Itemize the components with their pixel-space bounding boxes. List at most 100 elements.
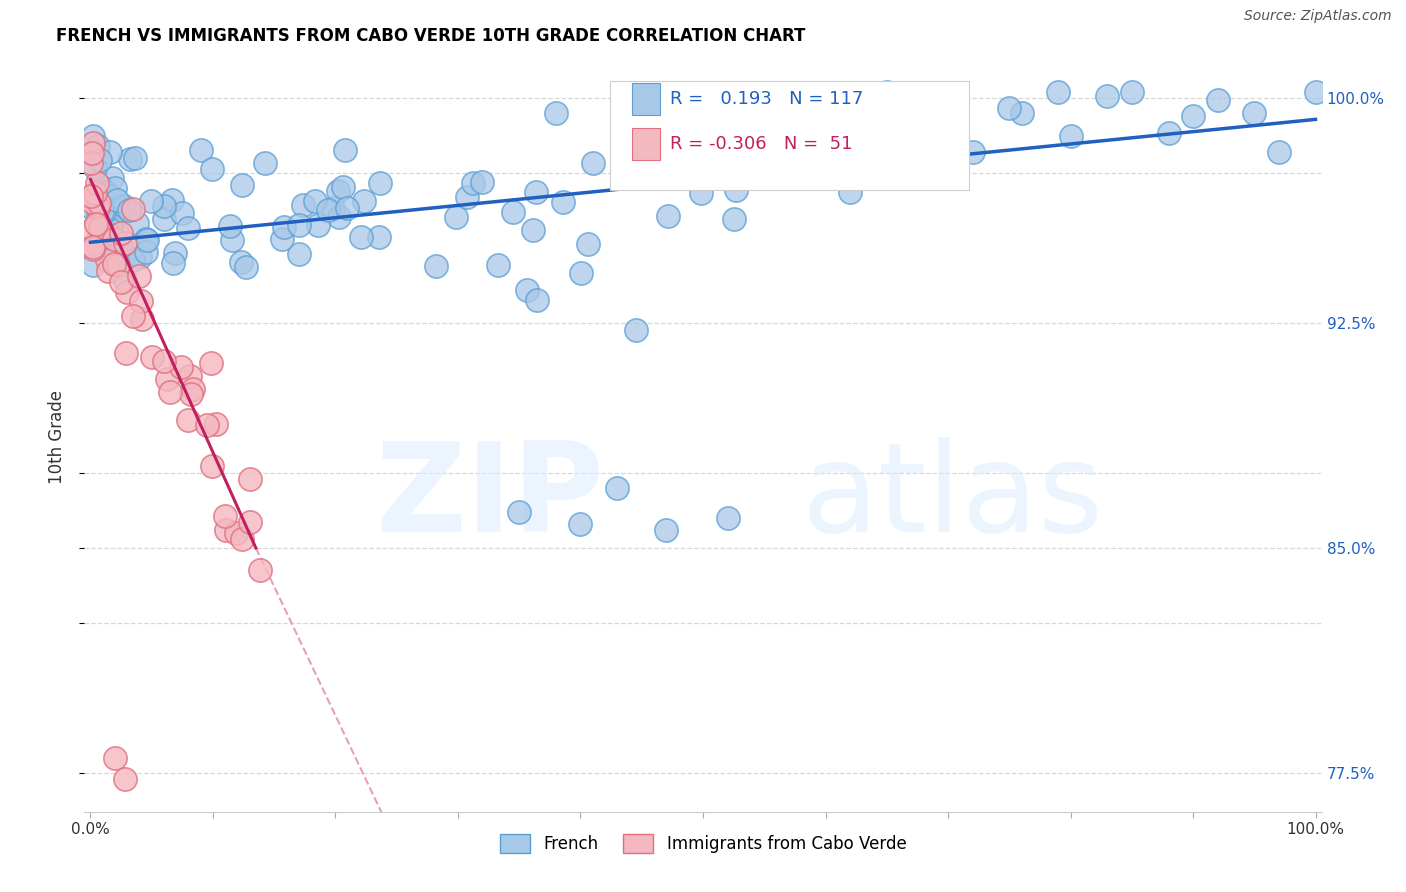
Point [231,532,253,546]
Point [576,237,599,252]
Point [96,252,118,267]
Point [183,383,205,397]
Point [87,239,110,253]
Point [368,230,391,244]
Point [273,219,295,234]
Point [141,350,163,364]
Point [101,171,124,186]
Point [89,179,111,194]
Point [86,208,108,222]
Point [118,203,141,218]
Point [350,230,373,244]
Text: R =   0.193   N = 117: R = 0.193 N = 117 [669,90,863,108]
Point [86,177,108,191]
Point [179,368,201,383]
FancyBboxPatch shape [633,84,659,115]
Point [82,128,104,143]
Point [114,247,136,261]
Point [89,220,111,235]
Point [912,120,935,135]
Point [1268,145,1291,159]
Point [471,175,494,189]
Text: atlas: atlas [801,436,1104,558]
Point [93,205,115,219]
Point [1157,127,1180,141]
Point [82,188,104,202]
Point [190,144,212,158]
Point [97,232,120,246]
Point [122,253,145,268]
Point [129,294,152,309]
Point [82,258,104,272]
Point [332,180,354,194]
Point [461,176,484,190]
Point [231,255,253,269]
Point [100,223,122,237]
Point [235,260,257,275]
Point [353,194,375,208]
Point [80,188,103,202]
Point [304,194,326,208]
Point [225,526,247,541]
Point [582,156,605,170]
Point [114,236,136,251]
Point [287,219,309,233]
Text: R = -0.306   N =  51: R = -0.306 N = 51 [669,135,852,153]
Point [90,188,112,202]
Point [84,217,107,231]
Point [112,199,135,213]
Point [80,195,103,210]
Point [444,210,467,224]
Point [724,183,747,197]
Point [136,233,159,247]
Point [83,161,105,175]
Point [103,257,125,271]
Point [502,204,524,219]
Point [172,205,194,219]
Point [98,227,121,242]
Point [524,185,547,199]
Point [308,218,330,232]
Point [114,772,136,786]
Point [205,417,228,431]
Point [201,162,224,177]
Point [170,359,193,374]
Point [84,186,107,200]
Point [368,176,391,190]
Point [162,256,184,270]
Point [97,189,120,203]
Point [516,283,538,297]
Point [328,184,350,198]
Point [153,354,176,368]
Point [101,207,124,221]
Point [1047,86,1070,100]
Point [107,258,129,272]
Point [114,273,136,287]
Point [606,481,628,495]
Point [522,223,544,237]
Text: Source: ZipAtlas.com: Source: ZipAtlas.com [1244,9,1392,23]
Point [87,201,110,215]
Point [218,219,240,233]
Point [998,101,1021,115]
Point [1206,93,1229,107]
Point [82,136,104,151]
Point [657,209,679,223]
Text: FRENCH VS IMMIGRANTS FROM CABO VERDE 10TH GRADE CORRELATION CHART: FRENCH VS IMMIGRANTS FROM CABO VERDE 10T… [56,27,806,45]
Point [103,206,125,220]
Point [110,275,132,289]
Point [114,345,136,359]
Point [105,193,128,207]
Point [153,212,176,227]
Point [328,210,350,224]
Point [936,120,959,135]
Point [526,293,548,308]
Point [128,268,150,283]
Point [129,251,152,265]
Point [624,323,647,337]
Point [115,285,138,300]
Point [239,472,262,486]
Point [551,194,574,209]
Point [221,233,243,247]
Point [110,239,132,253]
